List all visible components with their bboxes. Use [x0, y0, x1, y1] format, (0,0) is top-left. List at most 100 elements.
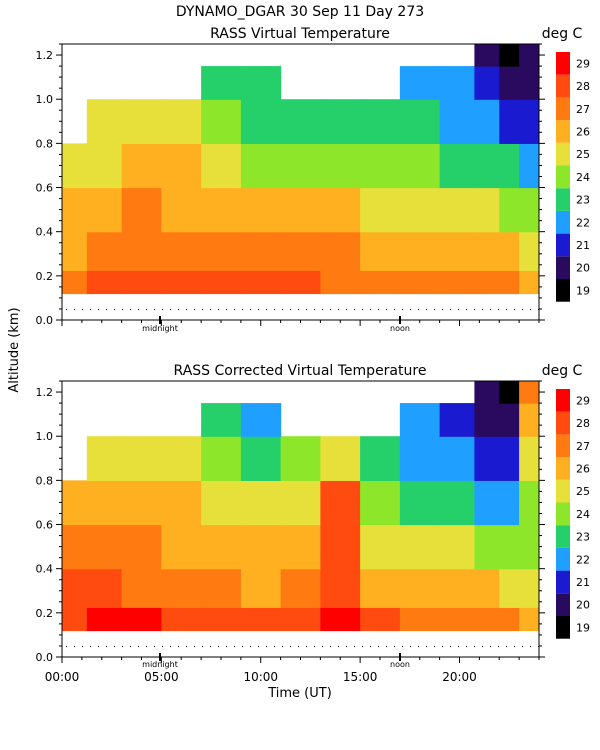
baseline-dot	[506, 645, 507, 647]
colorbar-swatch	[556, 279, 570, 302]
heatmap-cell	[280, 524, 321, 570]
baseline-dot	[458, 645, 459, 647]
unit-label: deg C	[542, 26, 583, 42]
heatmap-cell	[399, 403, 441, 437]
baseline-dot	[170, 645, 171, 647]
baseline-dot	[450, 645, 451, 647]
heatmap-cell	[474, 524, 500, 570]
baseline-dot	[394, 645, 395, 647]
heatmap-cell	[121, 480, 162, 526]
baseline-dot	[306, 308, 307, 310]
baseline-dot	[98, 308, 99, 310]
heatmap-cell	[320, 607, 361, 632]
panel-title: RASS Virtual Temperature	[210, 26, 390, 42]
y-axis: 0.0 0.2 0.4 0.6 0.8 1.0 1.2	[36, 380, 545, 664]
heatmap-cell	[320, 143, 361, 189]
colorbar-swatch	[556, 547, 570, 571]
baseline-dot	[330, 645, 331, 647]
colorbar-label: 27	[576, 103, 590, 116]
baseline-dot	[106, 645, 107, 647]
heatmap-cell	[439, 524, 476, 570]
baseline-dot	[218, 645, 219, 647]
heatmap-cell	[62, 270, 88, 295]
heatmap-cell	[499, 480, 520, 526]
heatmap-cell	[86, 568, 123, 608]
baseline-dot	[258, 308, 259, 310]
heatmap-cell	[474, 44, 500, 67]
heatmap-cell	[201, 270, 242, 295]
baseline-dot	[338, 308, 339, 310]
heatmap-cell	[86, 270, 123, 295]
heatmap-cell	[439, 99, 476, 144]
heatmap-cell	[439, 270, 476, 295]
baseline-dot	[282, 308, 283, 310]
heatmap-cell	[439, 143, 476, 189]
panel-title: RASS Corrected Virtual Temperature	[174, 363, 427, 379]
baseline-dot	[498, 308, 499, 310]
baseline-dot	[194, 308, 195, 310]
baseline-dot	[154, 645, 155, 647]
baseline-dot	[530, 645, 531, 647]
baseline-dot	[306, 645, 307, 647]
heatmap-cell	[474, 231, 500, 271]
baseline-dot	[466, 308, 467, 310]
heatmap-cell	[519, 231, 539, 271]
heatmap-cell	[474, 381, 500, 404]
heatmap-cell	[62, 143, 88, 189]
heatmap-cell	[121, 143, 162, 189]
heatmap-cell	[62, 607, 88, 632]
baseline-dot	[354, 308, 355, 310]
colorbar-swatch	[556, 570, 570, 594]
y-tick-label: 0.2	[36, 270, 54, 283]
colorbar-label: 26	[576, 125, 590, 138]
heatmap-cell	[499, 270, 520, 295]
heatmap-cell	[519, 143, 539, 189]
colorbar-swatch	[556, 233, 570, 257]
baseline-dot	[290, 308, 291, 310]
baseline-dot	[98, 645, 99, 647]
heatmap-cell	[519, 480, 539, 526]
baseline-dot	[154, 308, 155, 310]
heatmap-cell	[399, 270, 441, 295]
baseline-dot	[210, 308, 211, 310]
heatmap-cell	[474, 403, 500, 437]
baseline-dot	[314, 308, 315, 310]
midnight-marker-label: midnight	[142, 324, 178, 333]
heatmap-cell	[121, 187, 162, 233]
baseline-dot	[442, 645, 443, 647]
baseline-dot	[474, 308, 475, 310]
baseline-dot	[274, 308, 275, 310]
baseline-dot	[514, 645, 515, 647]
baseline-dot	[250, 645, 251, 647]
heatmap-cell	[201, 403, 242, 437]
heatmap-cell	[499, 231, 520, 271]
baseline-dot	[474, 645, 475, 647]
colorbar-swatch	[556, 74, 570, 98]
colorbar-swatch	[556, 434, 570, 458]
baseline-dot	[418, 308, 419, 310]
colorbar-label: 20	[576, 262, 590, 275]
heatmap-cell	[360, 607, 401, 632]
baseline-dot	[82, 645, 83, 647]
baseline-dot	[234, 645, 235, 647]
baseline-dot	[402, 308, 403, 310]
colorbar-swatch	[556, 256, 570, 279]
heatmap-cell	[519, 99, 539, 144]
baseline-dot	[410, 645, 411, 647]
heatmap-cell	[519, 403, 539, 437]
y-tick-label: 0.0	[36, 314, 54, 327]
y-tick-label: 0.4	[36, 563, 54, 576]
baseline-dot	[202, 308, 203, 310]
colorbar-label: 29	[576, 394, 590, 407]
heatmap-cell	[320, 436, 361, 481]
baseline-dot	[122, 308, 123, 310]
baseline-dot	[490, 308, 491, 310]
heatmap-cell	[519, 607, 539, 632]
heatmap-cell	[240, 143, 282, 189]
y-tick-label: 0.6	[36, 182, 54, 195]
heatmap-cell	[399, 524, 441, 570]
colorbar-label: 19	[576, 621, 590, 634]
heatmap-cell	[499, 99, 520, 144]
baseline-dot	[434, 645, 435, 647]
